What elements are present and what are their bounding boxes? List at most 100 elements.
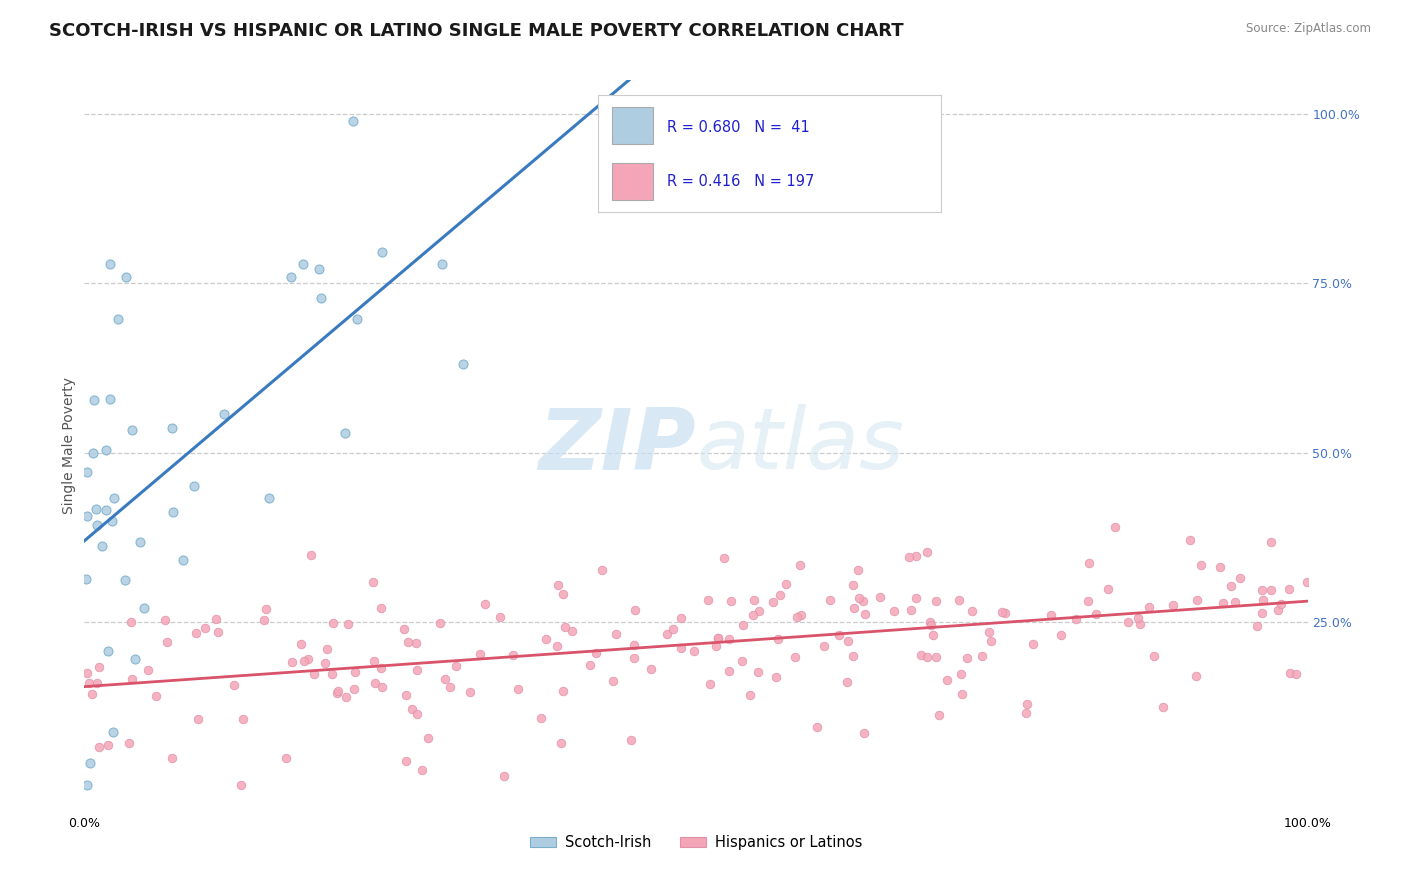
Point <box>121 673 143 687</box>
Point <box>786 610 808 624</box>
Point <box>156 634 179 648</box>
Point <box>553 586 575 600</box>
Point <box>82 445 104 459</box>
Point <box>132 601 155 615</box>
Point <box>194 621 217 635</box>
Point <box>76 665 98 680</box>
Point <box>950 687 973 701</box>
Point <box>101 724 124 739</box>
Point <box>1209 560 1232 574</box>
Point <box>309 291 332 305</box>
Point <box>853 607 876 621</box>
Point <box>336 617 359 632</box>
Point <box>766 632 789 647</box>
Point <box>707 631 730 645</box>
Point <box>921 628 943 642</box>
Point <box>232 712 254 726</box>
Point <box>103 491 125 506</box>
Point <box>429 616 451 631</box>
Point <box>1077 594 1099 608</box>
Point <box>86 517 108 532</box>
Point <box>1039 607 1062 622</box>
Point <box>783 650 806 665</box>
Point <box>107 312 129 326</box>
Point <box>114 573 136 587</box>
Point <box>80 687 103 701</box>
Point <box>458 685 481 699</box>
Point <box>136 663 159 677</box>
Point <box>222 678 245 692</box>
Point <box>1049 628 1071 642</box>
Point <box>620 733 643 747</box>
Point <box>508 682 530 697</box>
Point <box>962 604 984 618</box>
Point <box>748 604 770 618</box>
Point <box>623 650 645 665</box>
Point <box>720 594 742 608</box>
Point <box>406 663 429 677</box>
Point <box>1022 636 1045 650</box>
Point <box>1279 665 1302 680</box>
Point <box>915 649 938 664</box>
Point <box>120 615 142 630</box>
Point <box>1229 571 1251 585</box>
Point <box>394 622 416 636</box>
Point <box>740 689 762 703</box>
Point <box>1064 612 1087 626</box>
Point <box>842 648 865 663</box>
Point <box>980 634 1002 648</box>
Point <box>308 261 330 276</box>
Point <box>1260 582 1282 597</box>
Point <box>1143 649 1166 664</box>
Point <box>991 605 1014 619</box>
Point <box>172 553 194 567</box>
Point <box>928 708 950 723</box>
Point <box>274 751 297 765</box>
Point <box>623 639 645 653</box>
Point <box>818 593 841 607</box>
Point <box>121 423 143 437</box>
Point <box>846 563 869 577</box>
Point <box>344 665 367 679</box>
Text: Source: ZipAtlas.com: Source: ZipAtlas.com <box>1246 22 1371 36</box>
Point <box>579 658 602 673</box>
Point <box>474 597 496 611</box>
Point <box>718 665 741 679</box>
Point <box>98 392 121 406</box>
Point <box>342 114 364 128</box>
Point <box>993 606 1015 620</box>
Point <box>671 640 693 655</box>
Point <box>229 778 252 792</box>
Point <box>925 594 948 608</box>
Point <box>129 535 152 549</box>
Point <box>1137 600 1160 615</box>
Point <box>79 675 101 690</box>
Point <box>1015 706 1038 720</box>
Point <box>322 615 344 630</box>
Point <box>79 756 101 770</box>
Point <box>294 654 316 668</box>
Point <box>371 245 394 260</box>
Point <box>806 720 828 734</box>
Point <box>416 731 439 746</box>
Point <box>1084 607 1107 621</box>
Point <box>1097 582 1119 596</box>
Point <box>1250 582 1272 597</box>
Point <box>321 667 343 681</box>
Point <box>920 615 942 629</box>
Point <box>333 426 356 441</box>
Point <box>935 673 957 687</box>
Point <box>162 421 184 435</box>
Point <box>669 610 692 624</box>
Point <box>439 681 461 695</box>
Point <box>915 545 938 559</box>
Point <box>904 549 927 563</box>
Point <box>835 674 858 689</box>
Point <box>328 683 350 698</box>
Point <box>920 617 942 632</box>
Point <box>361 574 384 589</box>
Point <box>853 726 876 740</box>
Point <box>1223 595 1246 609</box>
Point <box>904 591 927 605</box>
Point <box>1246 619 1268 633</box>
